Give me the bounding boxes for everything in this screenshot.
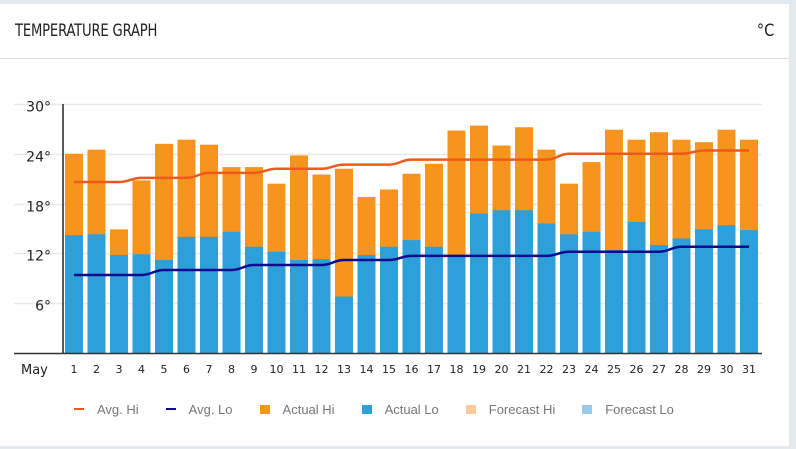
- legend-item-actual-lo[interactable]: Actual Lo: [361, 401, 439, 417]
- y-tick-labels: 6° 12° 18° 24° 30°: [26, 100, 51, 315]
- legend-item-forecast-hi[interactable]: Forecast Hi: [465, 401, 556, 417]
- x-tick-label: 7: [206, 363, 213, 376]
- bar-actual-lo-30[interactable]: [717, 225, 736, 353]
- y-tick-label: 30°: [26, 100, 51, 116]
- legend-box-swatch-icon: [582, 404, 593, 414]
- x-tick-label: 20: [495, 363, 509, 376]
- bar-actual-lo-1[interactable]: [65, 235, 83, 353]
- bar-actual-lo-9[interactable]: [245, 246, 263, 353]
- x-tick-label: 9: [251, 363, 258, 376]
- legend-item-avg-lo[interactable]: Avg. Lo: [165, 401, 233, 417]
- x-tick-label: 27: [652, 363, 666, 376]
- bar-actual-lo-12[interactable]: [312, 259, 331, 353]
- legend-box-swatch-icon: [465, 404, 476, 414]
- x-tick-label: 10: [270, 363, 284, 376]
- legend-box-swatch-icon: [259, 404, 270, 414]
- x-tick-label: 15: [382, 363, 396, 376]
- bar-actual-lo-20[interactable]: [492, 210, 511, 353]
- x-tick-label: 3: [116, 363, 123, 376]
- bar-actual-lo-16[interactable]: [402, 240, 421, 353]
- line-avg-hi: [74, 149, 749, 184]
- bar-actual-lo-28[interactable]: [672, 238, 691, 353]
- bar-actual-lo-21[interactable]: [515, 210, 533, 353]
- x-tick-label: 29: [697, 363, 711, 376]
- x-axis-month-label: May: [21, 363, 48, 378]
- x-tick-label: 17: [427, 363, 441, 376]
- bar-actual-lo-23[interactable]: [560, 234, 578, 353]
- bar-actual-lo-7[interactable]: [200, 236, 218, 353]
- legend-item-avg-hi[interactable]: Avg. Hi: [74, 402, 139, 417]
- x-tick-label: 23: [562, 363, 576, 376]
- bar-actual-lo-8[interactable]: [222, 231, 241, 353]
- bar-actual-lo-19[interactable]: [470, 213, 488, 353]
- x-tick-label: 30: [720, 363, 734, 376]
- bar-actual-lo-15[interactable]: [380, 246, 398, 353]
- x-tick-label: 1: [71, 363, 78, 376]
- y-tick-label: 12°: [26, 249, 51, 265]
- legend-label: Avg. Hi: [97, 401, 139, 417]
- bar-actual-lo-10[interactable]: [267, 251, 286, 353]
- x-tick-label: 24: [585, 363, 599, 376]
- bar-actual-lo-6[interactable]: [177, 236, 196, 353]
- legend-box-swatch-icon: [361, 404, 372, 414]
- bar-actual-lo-17[interactable]: [425, 246, 443, 353]
- bar-actual-lo-24[interactable]: [582, 231, 601, 353]
- bar-actual-lo-11[interactable]: [290, 260, 308, 353]
- bar-actual-lo-26[interactable]: [627, 221, 646, 353]
- card-header: TEMPERATURE GRAPH °C: [0, 4, 789, 59]
- page-title: TEMPERATURE GRAPH: [15, 21, 158, 41]
- bar-actual-lo-14[interactable]: [357, 255, 376, 353]
- x-tick-label: 25: [607, 363, 621, 376]
- chart-legend: Avg. Hi Avg. Lo Actual Hi Actual Lo Forecast…: [74, 400, 701, 418]
- avg-lines: [73, 149, 750, 277]
- x-tick-label: 21: [517, 363, 531, 376]
- bar-actual-lo-22[interactable]: [537, 223, 556, 353]
- legend-line-swatch-icon: [74, 408, 84, 410]
- x-tick-label: 22: [540, 363, 554, 376]
- bar-actual-lo-5[interactable]: [155, 260, 173, 353]
- x-tick-label: 2: [93, 363, 100, 376]
- x-tick-label: 11: [292, 363, 306, 376]
- bar-actual-lo-3[interactable]: [110, 255, 128, 353]
- x-tick-label: 19: [472, 363, 486, 376]
- y-tick-label: 18°: [26, 200, 51, 216]
- x-tick-label: 4: [138, 363, 145, 376]
- bar-actual-lo-13[interactable]: [335, 296, 353, 353]
- bar-actual-lo-4[interactable]: [132, 254, 151, 353]
- legend-label: Actual Hi: [282, 401, 335, 417]
- legend-label: Forecast Hi: [488, 401, 556, 417]
- bar-actual-lo-31[interactable]: [740, 230, 758, 353]
- bar-actual-lo-25[interactable]: [605, 250, 623, 353]
- unit-toggle[interactable]: °C: [756, 21, 774, 41]
- legend-label: Actual Lo: [384, 401, 439, 417]
- x-tick-label: 28: [675, 363, 689, 376]
- bars: [65, 125, 758, 354]
- x-tick-labels: May 1 2 3 4 5 6 7 8 9 10 11 12 13 14 15 16 17 18 19 20 21 22 23…: [21, 363, 756, 378]
- legend-line-swatch-icon: [165, 408, 176, 410]
- legend-label: Avg. Lo: [188, 401, 233, 417]
- legend-item-actual-hi[interactable]: Actual Hi: [259, 401, 335, 417]
- x-tick-label: 18: [450, 363, 464, 376]
- bar-actual-lo-18[interactable]: [447, 255, 466, 353]
- legend-item-forecast-lo[interactable]: Forecast Lo: [582, 402, 674, 417]
- x-tick-label: 5: [161, 363, 168, 376]
- y-tick-label: 6°: [35, 299, 51, 315]
- x-tick-label: 26: [630, 363, 644, 376]
- x-tick-label: 16: [405, 363, 419, 376]
- x-tick-label: 14: [360, 363, 374, 376]
- y-tick-label: 24°: [26, 150, 51, 166]
- x-tick-label: 31: [742, 363, 756, 376]
- x-tick-label: 6: [183, 363, 190, 376]
- x-tick-label: 8: [228, 363, 235, 376]
- x-tick-label: 12: [315, 363, 329, 376]
- axes: [14, 104, 762, 355]
- bar-actual-lo-29[interactable]: [695, 229, 713, 353]
- legend-label: Forecast Lo: [605, 401, 674, 417]
- x-tick-label: 13: [337, 363, 351, 376]
- bar-actual-lo-27[interactable]: [650, 245, 668, 353]
- bar-actual-lo-2[interactable]: [87, 234, 106, 353]
